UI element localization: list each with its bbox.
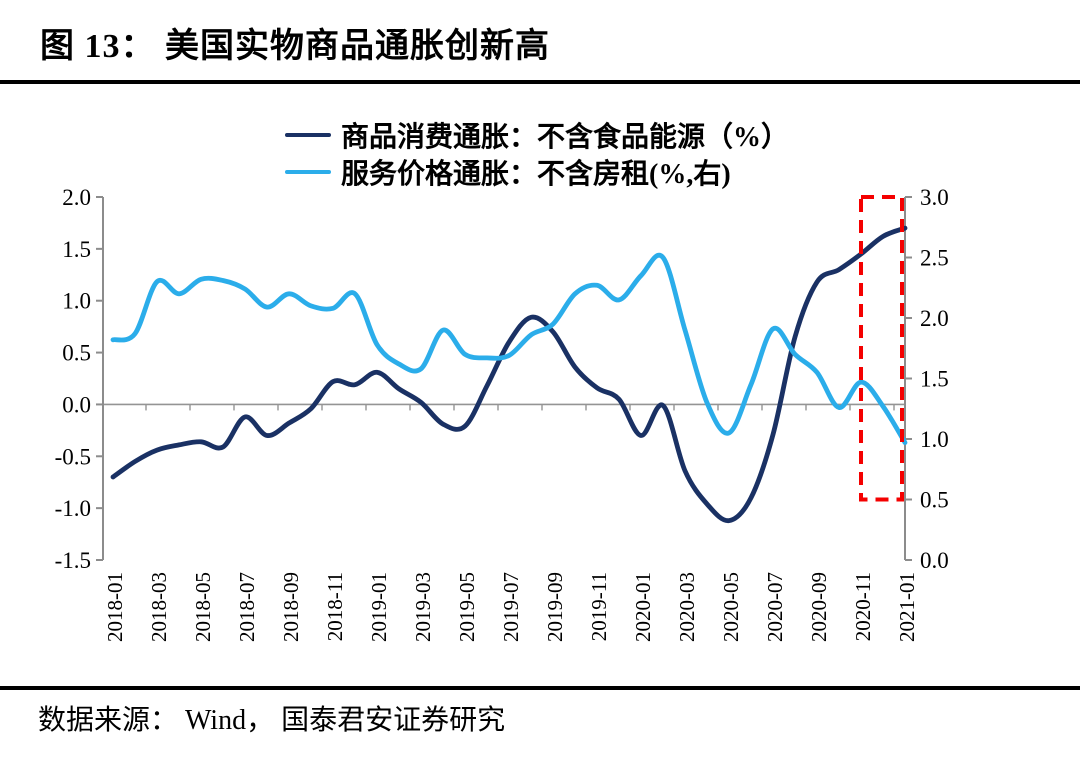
x-tick-label: 2019-11 bbox=[587, 572, 611, 641]
x-tick-label: 2020-01 bbox=[631, 572, 655, 642]
left-axis-tick-label: 0.0 bbox=[62, 392, 91, 417]
left-axis-tick-label: 1.5 bbox=[62, 237, 91, 262]
left-axis-tick-label: 1.0 bbox=[62, 289, 91, 314]
x-tick-label: 2020-09 bbox=[807, 572, 831, 642]
x-tick-label: 2020-03 bbox=[675, 572, 699, 642]
x-tick-label: 2021-01 bbox=[895, 572, 919, 642]
right-axis-tick-label: 2.0 bbox=[920, 306, 949, 331]
left-axis-tick-label: -1.5 bbox=[55, 548, 91, 573]
x-tick-label: 2018-05 bbox=[191, 572, 215, 642]
legend-swatch bbox=[285, 169, 331, 174]
highlight-box bbox=[859, 195, 904, 502]
chart-legend: 商品消费通胀：不含食品能源（%） 服务价格通胀：不含房租(%,右) bbox=[285, 116, 789, 190]
legend-swatch bbox=[285, 132, 331, 137]
legend-label: 商品消费通胀：不含食品能源（%） bbox=[341, 121, 790, 153]
left-axis-tick-label: -1.0 bbox=[55, 496, 91, 521]
x-tick-label: 2020-07 bbox=[763, 572, 787, 642]
x-tick-label: 2019-01 bbox=[367, 572, 391, 642]
x-tick-label: 2018-03 bbox=[147, 572, 171, 642]
x-tick-label: 2020-11 bbox=[851, 572, 875, 641]
right-axis-tick-label: 1.0 bbox=[920, 427, 949, 452]
title-divider bbox=[0, 80, 1080, 84]
x-tick-label: 2018-11 bbox=[323, 572, 347, 641]
right-axis-tick-label: 1.5 bbox=[920, 367, 949, 392]
figure-title: 图 13： 美国实物商品通胀创新高 bbox=[40, 28, 550, 65]
x-tick-label: 2019-09 bbox=[543, 572, 567, 642]
source-divider bbox=[0, 686, 1080, 690]
x-tick-label: 2018-01 bbox=[103, 572, 127, 642]
legend-label: 服务价格通胀：不含房租(%,右) bbox=[341, 158, 731, 190]
right-axis-tick-label: 0.5 bbox=[920, 488, 949, 513]
left-axis-tick-label: -0.5 bbox=[55, 444, 91, 469]
right-axis-tick-label: 0.0 bbox=[920, 548, 949, 573]
series-line-services-inflation bbox=[110, 252, 908, 445]
x-tick-label: 2019-05 bbox=[455, 572, 479, 642]
x-tick-label: 2019-07 bbox=[499, 572, 523, 642]
x-tick-label: 2020-05 bbox=[719, 572, 743, 642]
x-tick-label: 2018-09 bbox=[279, 572, 303, 642]
x-tick-label: 2018-07 bbox=[235, 572, 259, 642]
legend-item-goods-inflation: 商品消费通胀：不含食品能源（%） bbox=[285, 116, 789, 153]
legend-item-services-inflation: 服务价格通胀：不含房租(%,右) bbox=[285, 153, 789, 190]
right-axis-tick-label: 2.5 bbox=[920, 246, 949, 271]
left-axis-tick-label: 0.5 bbox=[62, 341, 91, 366]
x-tick-label: 2019-03 bbox=[411, 572, 435, 642]
series-line-goods-inflation bbox=[110, 225, 908, 524]
right-axis-tick-label: 3.0 bbox=[920, 185, 949, 210]
left-axis-tick-label: 2.0 bbox=[62, 185, 91, 210]
source-note: 数据来源： Wind， 国泰君安证券研究 bbox=[38, 705, 506, 736]
